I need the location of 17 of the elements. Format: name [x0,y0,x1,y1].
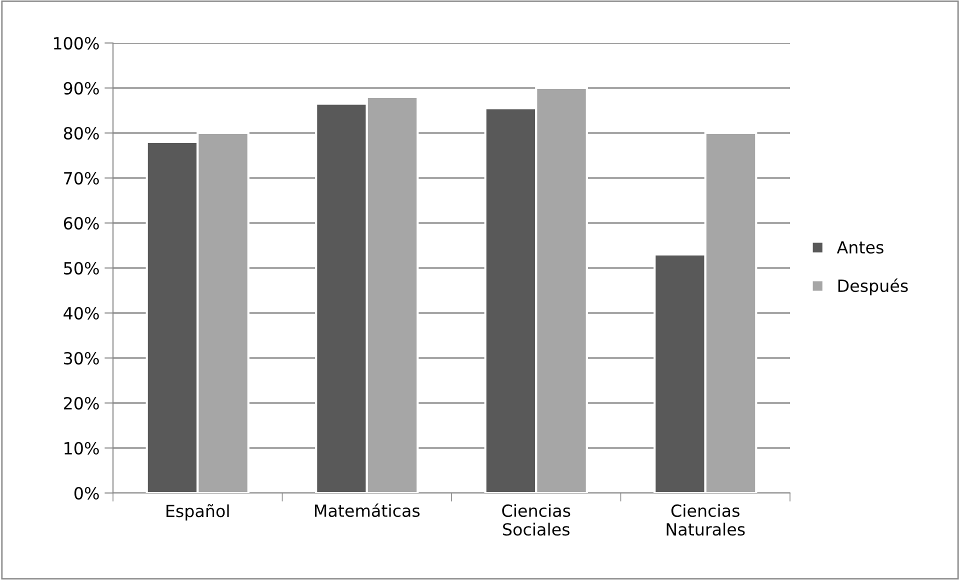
y-tick-label: 50% [64,262,99,275]
x-tick-label: Español [166,504,229,521]
y-tick-label: 70% [64,172,99,185]
y-tick-label: 90% [64,82,99,95]
x-tick-label: Ciencias Naturales [666,504,745,536]
legend-label: Antes [836,241,884,254]
y-tick-label: 100% [54,36,99,50]
y-tick-label: 20% [64,396,99,410]
y-tick-label: 60% [64,216,99,230]
y-tick-label: 40% [64,306,99,320]
x-tick-label: Ciencias Sociales [502,504,570,536]
legend-label: Después [838,278,908,296]
y-tick-label: 30% [64,352,99,365]
y-tick-label: 0% [74,486,99,500]
y-tick-label: 10% [64,442,99,455]
x-tick-label: Matemáticas [314,503,420,518]
y-tick-label: 80% [64,126,99,140]
